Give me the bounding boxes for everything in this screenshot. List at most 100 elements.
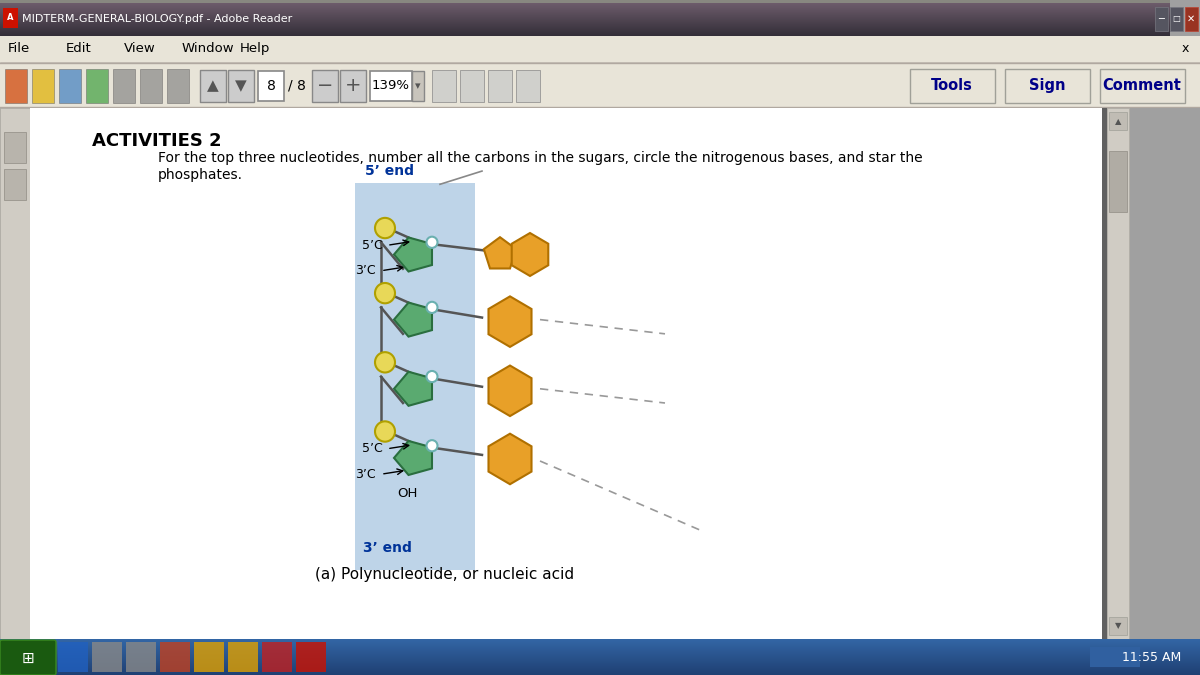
Polygon shape [394,372,432,406]
Bar [0,664,1200,665]
Bar [5,69,28,103]
Text: 3’C: 3’C [355,265,376,277]
Bar [167,69,190,103]
Bar [0,671,1200,672]
Circle shape [426,237,438,248]
Bar [0,672,1200,673]
Bar [432,70,456,102]
Bar [86,69,108,103]
Polygon shape [394,238,432,271]
Bar [0,658,1200,659]
Bar [0,16,1170,17]
Bar [0,23,1170,24]
Text: View: View [124,43,156,55]
Bar [1154,7,1168,31]
Bar [0,674,1200,675]
Text: 3’C: 3’C [355,468,376,481]
Bar [0,641,1200,642]
Bar [59,69,82,103]
Bar [1108,108,1129,639]
Bar [30,108,1102,639]
Bar [0,11,1170,12]
Text: 3’ end: 3’ end [364,541,412,555]
Bar [0,21,1170,22]
Bar [0,34,1170,35]
Text: ▼: ▼ [235,78,247,94]
Bar [126,642,156,672]
Text: ✕: ✕ [1187,14,1195,24]
Bar [0,644,1200,645]
Bar [262,642,292,672]
Bar [0,7,1170,8]
Circle shape [426,371,438,382]
Bar [4,169,26,200]
Circle shape [426,440,438,452]
Bar [0,639,1200,640]
Bar [0,18,1170,19]
Polygon shape [488,434,532,484]
Bar [0,643,1200,644]
Circle shape [374,421,395,441]
Bar [0,640,1200,641]
Polygon shape [511,233,548,276]
Text: Comment: Comment [1103,78,1182,94]
Bar [0,30,1170,31]
Bar [0,663,1200,664]
Text: ACTIVITIES 2: ACTIVITIES 2 [92,132,222,151]
Bar [0,3,1170,4]
Bar [0,22,1170,23]
Text: x: x [1181,43,1189,55]
Bar [460,70,484,102]
Text: 8: 8 [266,79,276,93]
Bar [0,645,1200,646]
Bar [0,648,1200,649]
Text: / 8: / 8 [288,79,306,93]
Bar [194,642,224,672]
Bar [0,657,1200,658]
Text: Tools: Tools [931,78,973,94]
Bar [200,70,226,102]
Text: ─: ─ [1158,14,1164,24]
Text: +: + [344,76,361,95]
Text: □: □ [1172,14,1180,24]
Bar [0,6,1170,7]
Bar [228,70,254,102]
Bar [0,649,1200,650]
Polygon shape [488,296,532,347]
Bar [92,642,122,672]
Bar [1170,7,1183,31]
Bar [0,667,1200,668]
Bar [0,660,1200,661]
Bar [0,33,1170,34]
Bar [0,8,1170,9]
Text: File: File [8,43,30,55]
Text: MIDTERM-GENERAL-BIOLOGY.pdf - Adobe Reader: MIDTERM-GENERAL-BIOLOGY.pdf - Adobe Read… [22,14,293,24]
Bar [0,35,1170,36]
FancyBboxPatch shape [910,69,995,103]
Bar [488,70,512,102]
Bar [0,25,1170,26]
Bar [0,10,1170,11]
Bar [355,184,475,570]
Bar [0,31,1170,32]
Bar [0,668,1200,669]
FancyBboxPatch shape [0,640,56,675]
FancyBboxPatch shape [370,71,412,101]
Text: For the top three nucleotides, number all the carbons in the sugars, circle the : For the top three nucleotides, number al… [158,151,923,165]
Bar [412,71,424,101]
Bar [1102,108,1108,639]
Bar [0,24,1170,25]
Text: 5’C: 5’C [362,239,383,252]
Bar [113,69,134,103]
Circle shape [374,218,395,238]
Bar [0,32,1170,33]
Bar [0,673,1200,674]
Polygon shape [394,302,432,337]
Text: Help: Help [240,43,270,55]
Bar [160,642,190,672]
Text: ▲: ▲ [1115,117,1121,126]
Circle shape [374,283,395,303]
Bar [1109,151,1127,212]
Text: Edit: Edit [66,43,91,55]
Bar [32,69,54,103]
